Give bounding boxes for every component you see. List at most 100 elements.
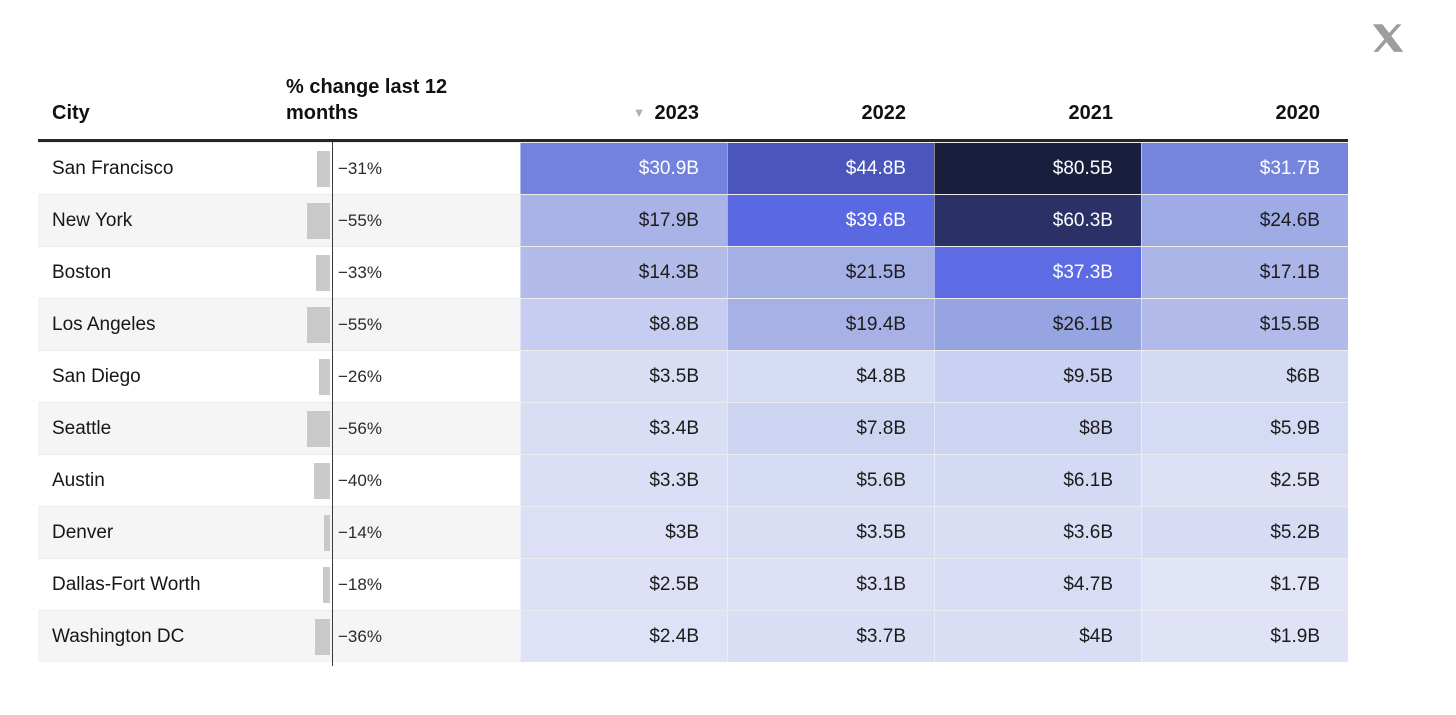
change-label: −33% <box>338 262 382 282</box>
city-cell: Washington DC <box>38 611 300 662</box>
value-cell-2022: $7.8B <box>727 403 934 454</box>
column-header-2020-label: 2020 <box>1275 102 1321 124</box>
column-header-city[interactable]: City <box>52 102 90 124</box>
change-bar <box>317 150 330 187</box>
change-bar <box>319 358 330 395</box>
city-label: New York <box>52 209 133 231</box>
column-header-change[interactable]: % change last 12 months <box>286 76 448 124</box>
change-cell: −33% <box>300 247 520 298</box>
table-row: Denver −14% $3B $3.5B $3.6B $5.2B <box>38 506 1348 558</box>
x-logo-icon[interactable] <box>1370 20 1406 56</box>
value-cell-2023: $2.5B <box>520 559 727 610</box>
city-cell: San Francisco <box>38 143 300 194</box>
city-label: Washington DC <box>52 625 185 647</box>
value-cell-2021: $4.7B <box>934 559 1141 610</box>
column-header-2023[interactable]: ▼ 2023 <box>520 100 727 126</box>
value-cell-2023: $3.3B <box>520 455 727 506</box>
value-cell-2020: $6B <box>1141 351 1348 402</box>
value-cell-2020: $5.2B <box>1141 507 1348 558</box>
value-cell-2021: $3.6B <box>934 507 1141 558</box>
value-cell-2021: $80.5B <box>934 143 1141 194</box>
change-cell: −14% <box>300 507 520 558</box>
city-cell: Denver <box>38 507 300 558</box>
value-cell-2022: $44.8B <box>727 143 934 194</box>
zero-axis-line <box>332 142 333 666</box>
value-cell-2021: $4B <box>934 611 1141 662</box>
change-cell: −36% <box>300 611 520 662</box>
table-body: San Francisco −31% $30.9B $44.8B $80.5B … <box>38 142 1348 666</box>
value-cell-2023: $3.4B <box>520 403 727 454</box>
change-cell: −55% <box>300 195 520 246</box>
value-cell-2021: $26.1B <box>934 299 1141 350</box>
change-bar <box>316 254 330 291</box>
city-label: Denver <box>52 521 114 543</box>
value-cell-2021: $60.3B <box>934 195 1141 246</box>
table-row: Los Angeles −55% $8.8B $19.4B $26.1B $15… <box>38 298 1348 350</box>
change-bar <box>307 306 330 343</box>
value-cell-2020: $2.5B <box>1141 455 1348 506</box>
change-bar <box>314 462 330 499</box>
value-cell-2020: $1.9B <box>1141 611 1348 662</box>
column-header-2021-label: 2021 <box>1068 102 1114 124</box>
change-label: −31% <box>338 158 382 178</box>
value-cell-2020: $31.7B <box>1141 143 1348 194</box>
header-divider <box>38 139 1348 142</box>
table-row: Austin −40% $3.3B $5.6B $6.1B $2.5B <box>38 454 1348 506</box>
change-label: −56% <box>338 418 382 438</box>
value-cell-2022: $19.4B <box>727 299 934 350</box>
change-cell: −18% <box>300 559 520 610</box>
change-bar <box>307 202 330 239</box>
city-label: Seattle <box>52 417 112 439</box>
change-label: −14% <box>338 522 382 542</box>
city-cell: Seattle <box>38 403 300 454</box>
value-cell-2021: $37.3B <box>934 247 1141 298</box>
value-cell-2022: $3.5B <box>727 507 934 558</box>
change-label: −40% <box>338 470 382 490</box>
change-label: −26% <box>338 366 382 386</box>
value-cell-2020: $5.9B <box>1141 403 1348 454</box>
change-label: −18% <box>338 574 382 594</box>
change-label: −55% <box>338 210 382 230</box>
change-bar <box>323 566 330 603</box>
change-bar <box>307 410 330 447</box>
value-cell-2020: $17.1B <box>1141 247 1348 298</box>
value-cell-2020: $15.5B <box>1141 299 1348 350</box>
change-bar <box>315 618 330 655</box>
city-label: Dallas-Fort Worth <box>52 573 201 595</box>
city-label: Austin <box>52 469 105 491</box>
city-cell: Austin <box>38 455 300 506</box>
value-cell-2023: $8.8B <box>520 299 727 350</box>
value-cell-2023: $17.9B <box>520 195 727 246</box>
city-cell: Dallas-Fort Worth <box>38 559 300 610</box>
value-cell-2022: $5.6B <box>727 455 934 506</box>
city-label: San Diego <box>52 365 141 387</box>
value-cell-2020: $1.7B <box>1141 559 1348 610</box>
column-header-2020[interactable]: 2020 <box>1141 100 1348 126</box>
change-cell: −56% <box>300 403 520 454</box>
value-cell-2023: $2.4B <box>520 611 727 662</box>
city-cell: Los Angeles <box>38 299 300 350</box>
change-cell: −40% <box>300 455 520 506</box>
city-cell: San Diego <box>38 351 300 402</box>
table-row: New York −55% $17.9B $39.6B $60.3B $24.6… <box>38 194 1348 246</box>
value-cell-2022: $4.8B <box>727 351 934 402</box>
value-cell-2022: $39.6B <box>727 195 934 246</box>
table-row: San Diego −26% $3.5B $4.8B $9.5B $6B <box>38 350 1348 402</box>
value-cell-2021: $8B <box>934 403 1141 454</box>
change-label: −36% <box>338 626 382 646</box>
value-cell-2023: $3B <box>520 507 727 558</box>
table-row: San Francisco −31% $30.9B $44.8B $80.5B … <box>38 142 1348 194</box>
table-row: Seattle −56% $3.4B $7.8B $8B $5.9B <box>38 402 1348 454</box>
heatmap-table: City % change last 12 months ▼ 2023 2022… <box>38 0 1348 666</box>
city-label: San Francisco <box>52 157 174 179</box>
value-cell-2020: $24.6B <box>1141 195 1348 246</box>
table-header-row: City % change last 12 months ▼ 2023 2022… <box>38 0 1348 139</box>
change-cell: −31% <box>300 143 520 194</box>
column-header-2021[interactable]: 2021 <box>934 100 1141 126</box>
column-header-2022[interactable]: 2022 <box>727 100 934 126</box>
value-cell-2021: $6.1B <box>934 455 1141 506</box>
change-label: −55% <box>338 314 382 334</box>
sort-desc-icon: ▼ <box>632 105 646 120</box>
city-label: Boston <box>52 261 112 283</box>
